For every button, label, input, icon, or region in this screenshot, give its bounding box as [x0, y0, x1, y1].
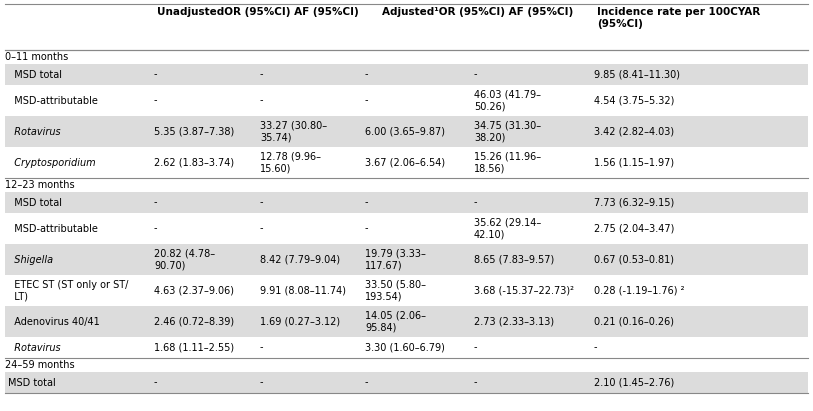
Text: 33.50 (5.80–
193.54): 33.50 (5.80– 193.54)	[365, 280, 426, 301]
Text: Adjusted¹OR (95%CI) AF (95%CI): Adjusted¹OR (95%CI) AF (95%CI)	[382, 7, 573, 17]
Text: 3.68 (-15.37–22.73)²: 3.68 (-15.37–22.73)²	[474, 286, 574, 296]
Text: 1.69 (0.27–3.12): 1.69 (0.27–3.12)	[260, 316, 340, 326]
Text: 2.75 (2.04–3.47): 2.75 (2.04–3.47)	[594, 224, 674, 233]
Bar	[5, 116, 808, 147]
Text: -: -	[365, 224, 368, 233]
Text: 2.62 (1.83–3.74): 2.62 (1.83–3.74)	[154, 157, 234, 168]
Text: UnadjustedOR (95%CI) AF (95%CI): UnadjustedOR (95%CI) AF (95%CI)	[157, 7, 359, 17]
Text: 3.30 (1.60–6.79): 3.30 (1.60–6.79)	[365, 342, 445, 353]
Text: 5.35 (3.87–7.38): 5.35 (3.87–7.38)	[154, 127, 234, 136]
Bar	[5, 64, 808, 85]
Text: 35.62 (29.14–
42.10): 35.62 (29.14– 42.10)	[474, 218, 541, 239]
Text: Shigella: Shigella	[8, 254, 53, 265]
Bar	[5, 275, 808, 306]
Text: 2.46 (0.72–8.39): 2.46 (0.72–8.39)	[154, 316, 234, 326]
Text: 34.75 (31.30–
38.20): 34.75 (31.30– 38.20)	[474, 121, 541, 142]
Text: -: -	[260, 224, 263, 233]
Text: 6.00 (3.65–9.87): 6.00 (3.65–9.87)	[365, 127, 445, 136]
Bar	[5, 337, 808, 358]
Text: 9.91 (8.08–11.74): 9.91 (8.08–11.74)	[260, 286, 346, 296]
Text: -: -	[594, 342, 598, 353]
Text: 1.68 (1.11–2.55): 1.68 (1.11–2.55)	[154, 342, 234, 353]
Text: -: -	[260, 342, 263, 353]
Text: 24–59 months: 24–59 months	[5, 360, 75, 370]
Text: -: -	[365, 95, 368, 106]
Text: 2.73 (2.33–3.13): 2.73 (2.33–3.13)	[474, 316, 554, 326]
Text: -: -	[154, 224, 158, 233]
Text: -: -	[474, 69, 477, 79]
Text: MSD-attributable: MSD-attributable	[8, 95, 98, 106]
Text: -: -	[365, 69, 368, 79]
Text: 9.85 (8.41–11.30): 9.85 (8.41–11.30)	[594, 69, 680, 79]
Text: 7.73 (6.32–9.15): 7.73 (6.32–9.15)	[594, 198, 674, 208]
Text: 14.05 (2.06–
95.84): 14.05 (2.06– 95.84)	[365, 311, 426, 332]
Text: 12.78 (9.96–
15.60): 12.78 (9.96– 15.60)	[260, 152, 321, 173]
Text: MSD total: MSD total	[8, 69, 62, 79]
Bar	[5, 50, 808, 64]
Text: -: -	[260, 69, 263, 79]
Text: 15.26 (11.96–
18.56): 15.26 (11.96– 18.56)	[474, 152, 541, 173]
Text: 20.82 (4.78–
90.70): 20.82 (4.78– 90.70)	[154, 249, 215, 270]
Text: 12–23 months: 12–23 months	[5, 180, 75, 190]
Text: 4.63 (2.37–9.06): 4.63 (2.37–9.06)	[154, 286, 234, 296]
Bar	[5, 147, 808, 178]
Bar	[5, 192, 808, 213]
Bar	[5, 85, 808, 116]
Text: 8.65 (7.83–9.57): 8.65 (7.83–9.57)	[474, 254, 554, 265]
Text: -: -	[154, 69, 158, 79]
Text: Adenovirus 40/41: Adenovirus 40/41	[8, 316, 100, 326]
Text: -: -	[260, 198, 263, 208]
Bar	[5, 213, 808, 244]
Text: 0.67 (0.53–0.81): 0.67 (0.53–0.81)	[594, 254, 674, 265]
Text: 4.54 (3.75–5.32): 4.54 (3.75–5.32)	[594, 95, 674, 106]
Text: -: -	[154, 198, 158, 208]
Text: Cryptosporidium: Cryptosporidium	[8, 157, 96, 168]
Text: -: -	[365, 377, 368, 388]
Text: ETEC ST (ST only or ST/
  LT): ETEC ST (ST only or ST/ LT)	[8, 280, 128, 301]
Bar	[5, 178, 808, 192]
Bar	[5, 4, 808, 50]
Text: 8.42 (7.79–9.04): 8.42 (7.79–9.04)	[260, 254, 340, 265]
Text: Rotavirus: Rotavirus	[8, 127, 61, 136]
Text: 0.21 (0.16–0.26): 0.21 (0.16–0.26)	[594, 316, 674, 326]
Text: 46.03 (41.79–
50.26): 46.03 (41.79– 50.26)	[474, 90, 541, 111]
Text: 1.56 (1.15–1.97): 1.56 (1.15–1.97)	[594, 157, 674, 168]
Text: Incidence rate per 100CYAR
(95%CI): Incidence rate per 100CYAR (95%CI)	[597, 7, 760, 29]
Text: 2.10 (1.45–2.76): 2.10 (1.45–2.76)	[594, 377, 674, 388]
Text: -: -	[474, 342, 477, 353]
Text: 3.42 (2.82–4.03): 3.42 (2.82–4.03)	[594, 127, 674, 136]
Bar	[5, 358, 808, 372]
Text: Rotavirus: Rotavirus	[8, 342, 61, 353]
Text: -: -	[365, 198, 368, 208]
Text: -: -	[474, 377, 477, 388]
Text: -: -	[260, 377, 263, 388]
Text: -: -	[260, 95, 263, 106]
Text: 3.67 (2.06–6.54): 3.67 (2.06–6.54)	[365, 157, 446, 168]
Text: 0.28 (-1.19–1.76) ²: 0.28 (-1.19–1.76) ²	[594, 286, 685, 296]
Text: MSD-attributable: MSD-attributable	[8, 224, 98, 233]
Text: -: -	[154, 95, 158, 106]
Bar	[5, 372, 808, 393]
Text: 33.27 (30.80–
35.74): 33.27 (30.80– 35.74)	[260, 121, 327, 142]
Bar	[5, 306, 808, 337]
Text: 0–11 months: 0–11 months	[5, 52, 68, 62]
Text: MSD total: MSD total	[8, 198, 62, 208]
Text: 19.79 (3.33–
117.67): 19.79 (3.33– 117.67)	[365, 249, 426, 270]
Text: -: -	[474, 198, 477, 208]
Text: -: -	[154, 377, 158, 388]
Text: MSD total: MSD total	[8, 377, 56, 388]
Bar	[5, 244, 808, 275]
